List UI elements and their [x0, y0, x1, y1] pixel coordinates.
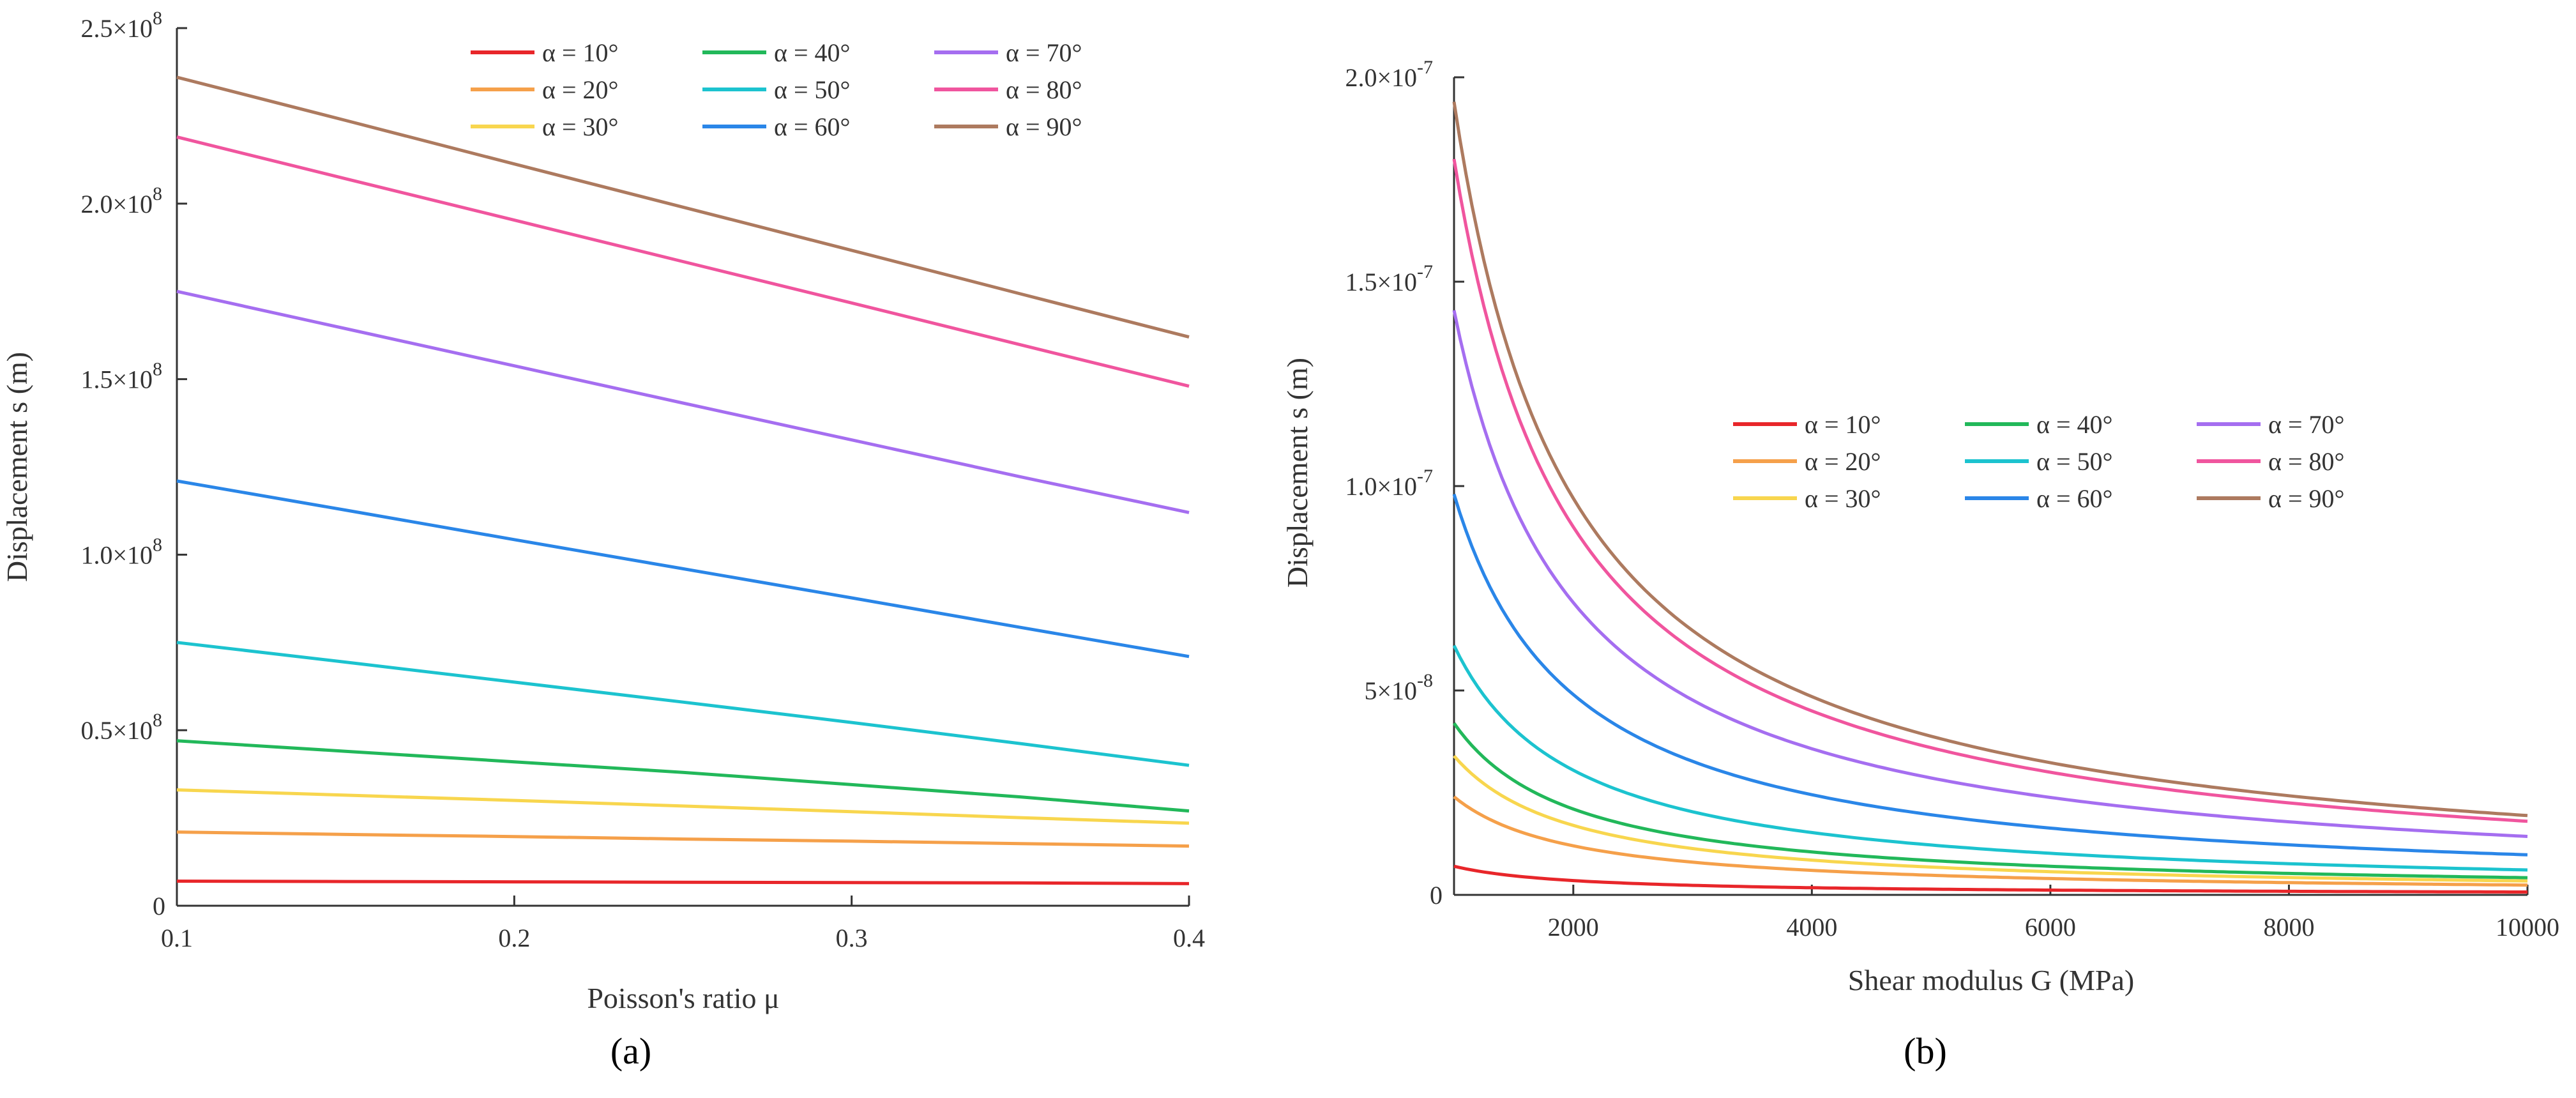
legend-label: α = 80° — [2268, 447, 2345, 476]
series-line-60 — [1452, 494, 2528, 857]
x-axis-label: Shear modulus G (MPa) — [1848, 964, 2134, 996]
series-line-10 — [176, 880, 1190, 885]
y-tick-label: 1.0×10 — [1345, 472, 1417, 501]
x-tick-label: 0.1 — [161, 924, 193, 952]
x-tick-label: 0.2 — [498, 924, 530, 952]
legend-label: α = 30° — [1805, 484, 1881, 513]
x-axis-label: Poisson's ratio μ — [587, 982, 779, 1014]
legend-label: α = 90° — [1006, 112, 1082, 141]
y-axis-label: Displacement s (m) — [1, 352, 33, 582]
series-line-40 — [176, 739, 1190, 813]
series-line-30 — [1453, 754, 2528, 883]
series-line-40 — [1452, 722, 2528, 880]
panel-label: (b) — [1904, 1030, 1947, 1072]
series-line-30 — [176, 788, 1190, 825]
y-tick-exponent: -7 — [1417, 261, 1433, 282]
y-tick-exponent: 8 — [153, 183, 162, 204]
legend-label: α = 40° — [2036, 410, 2113, 439]
series-line-50 — [176, 641, 1190, 767]
series-line-20 — [1453, 795, 2527, 887]
legend-label: α = 20° — [1805, 447, 1881, 476]
series-line-80 — [1452, 158, 2528, 823]
chart-panel-a: 00.5×10 81.0×10 81.5×10 82.0×10 82.5×10 80.1 0… — [1, 8, 1205, 1072]
x-tick-label: 10000 — [2496, 913, 2559, 942]
y-tick-exponent: -7 — [1417, 466, 1433, 487]
series-line-50 — [1452, 644, 2528, 872]
legend-label: α = 20° — [542, 75, 619, 104]
legend-label: α = 70° — [2268, 410, 2345, 439]
series-line-10 — [1453, 864, 2527, 894]
legend: α = 10° α = 20° α = 30° α = 40° α = 50° α = 6… — [471, 38, 1082, 141]
x-tick-label: 0.4 — [1173, 924, 1205, 952]
series-line-90 — [176, 75, 1190, 339]
y-tick-label: 5×10 — [1364, 676, 1417, 705]
y-tick-exponent: 8 — [153, 534, 162, 555]
y-tick-label: 1.0×10 — [80, 540, 153, 569]
y-tick-label: 0.5×10 — [80, 716, 153, 745]
x-tick-label: 6000 — [2025, 913, 2076, 942]
x-tick-label: 2000 — [1548, 913, 1599, 942]
y-axis-label: Displacement s (m) — [1281, 358, 1314, 588]
legend-label: α = 10° — [1805, 410, 1881, 439]
y-tick-label: 0 — [1430, 881, 1443, 910]
y-tick-label: 0 — [153, 892, 165, 920]
x-tick-label: 0.3 — [836, 924, 868, 952]
y-tick-exponent: 8 — [153, 359, 162, 380]
legend-label: α = 50° — [2036, 447, 2113, 476]
series-line-20 — [176, 830, 1190, 848]
series-line-70 — [176, 289, 1190, 514]
legend-label: α = 60° — [774, 112, 851, 141]
series-line-70 — [1452, 310, 2528, 838]
y-tick-exponent: 8 — [153, 8, 162, 29]
panel-label: (a) — [610, 1030, 651, 1072]
y-tick-exponent: -8 — [1417, 670, 1433, 691]
legend-label: α = 70° — [1006, 38, 1082, 67]
y-tick-label: 2.5×10 — [80, 14, 153, 43]
legend-label: α = 80° — [1006, 75, 1082, 104]
series-line-90 — [1452, 102, 2528, 818]
y-tick-label: 2.0×10 — [80, 190, 153, 218]
y-tick-exponent: 8 — [153, 710, 162, 731]
y-tick-exponent: -7 — [1417, 57, 1433, 78]
legend: α = 10° α = 20° α = 30° α = 40° α = 50° α = 6… — [1733, 410, 2345, 513]
legend-label: α = 90° — [2268, 484, 2345, 513]
legend-label: α = 30° — [542, 112, 619, 141]
legend-label: α = 50° — [774, 75, 851, 104]
x-tick-label: 8000 — [2263, 913, 2314, 942]
x-tick-label: 4000 — [1786, 913, 1837, 942]
y-tick-label: 2.0×10 — [1345, 63, 1417, 92]
legend-label: α = 60° — [2036, 484, 2113, 513]
legend-label: α = 40° — [774, 38, 851, 67]
series-line-60 — [176, 479, 1190, 659]
legend-label: α = 10° — [542, 38, 619, 67]
y-tick-label: 1.5×10 — [1345, 268, 1417, 296]
y-tick-label: 1.5×10 — [80, 365, 153, 394]
series-line-80 — [176, 135, 1190, 388]
